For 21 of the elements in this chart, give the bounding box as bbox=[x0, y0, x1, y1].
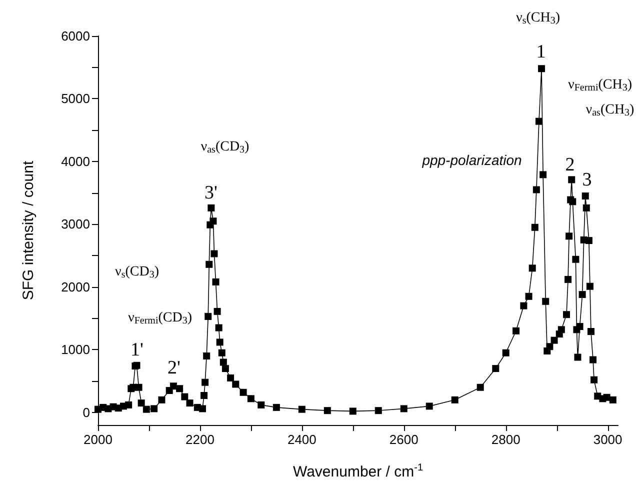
annotation: 1 bbox=[536, 42, 546, 62]
y-tick-label: 2000 bbox=[61, 279, 90, 294]
annotation: 1' bbox=[130, 340, 144, 360]
y-tick-label: 3000 bbox=[61, 216, 90, 232]
annotation: 3' bbox=[204, 182, 218, 204]
annotation: 2' bbox=[168, 358, 180, 378]
y-tick-label: 1000 bbox=[61, 342, 90, 358]
x-tick-label: 2600 bbox=[389, 432, 418, 447]
y-tick-label: 6000 bbox=[61, 28, 90, 44]
annotation: ppp-polarization bbox=[421, 152, 522, 168]
y-axis-title: SFG intensity / count bbox=[20, 160, 37, 300]
y-tick-label: 4000 bbox=[61, 154, 90, 169]
annotation: 2 bbox=[565, 154, 575, 176]
y-tick-label: 0 bbox=[82, 404, 90, 420]
x-tick-label: 2000 bbox=[84, 432, 112, 447]
x-tick-label: 2400 bbox=[287, 432, 316, 447]
x-tick-label: 3000 bbox=[593, 432, 622, 447]
annotation: 3 bbox=[582, 170, 592, 190]
x-tick-label: 2200 bbox=[186, 432, 214, 447]
y-tick-label: 5000 bbox=[61, 91, 90, 106]
x-tick-label: 2800 bbox=[491, 432, 520, 447]
